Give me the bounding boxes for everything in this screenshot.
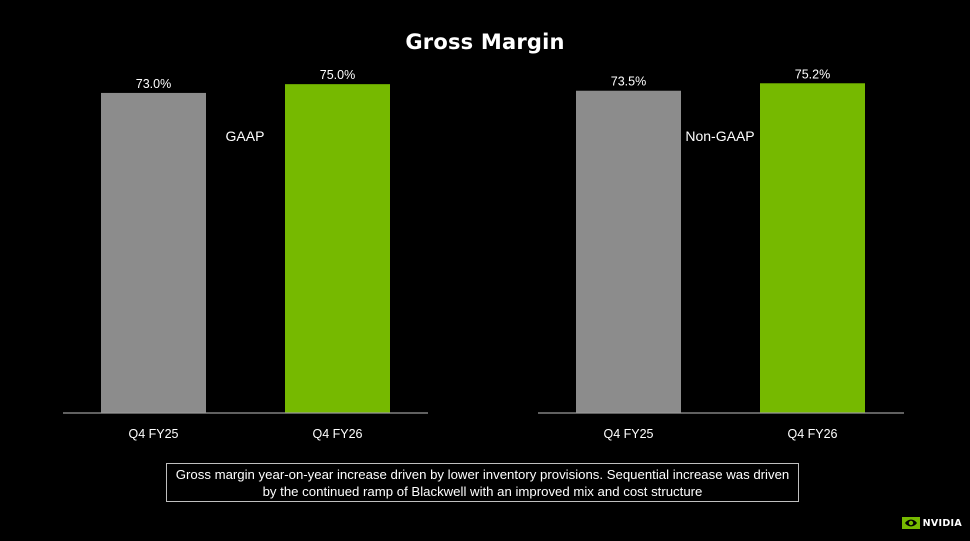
non-gaap-category-label-q4-fy26: Q4 FY26 xyxy=(787,427,837,441)
non-gaap-category-label-q4-fy25: Q4 FY25 xyxy=(603,427,653,441)
gaap-data-label-q4-fy26: 75.0% xyxy=(320,68,355,82)
non-gaap-chart-title: Non-GAAP xyxy=(685,128,754,144)
logo-text: NVIDIA xyxy=(922,517,962,529)
nvidia-logo: NVIDIA xyxy=(901,517,962,529)
gaap-data-label-q4-fy25: 73.0% xyxy=(136,77,171,91)
non-gaap-data-label-q4-fy26: 75.2% xyxy=(795,67,830,81)
commentary-box: Gross margin year-on-year increase drive… xyxy=(166,463,799,502)
gaap-chart-title: GAAP xyxy=(226,128,265,144)
non-gaap-bar-q4-fy26 xyxy=(760,83,865,414)
gaap-category-label-q4-fy25: Q4 FY25 xyxy=(128,427,178,441)
gaap-category-label-q4-fy26: Q4 FY26 xyxy=(312,427,362,441)
nvidia-eye-icon xyxy=(901,517,920,529)
non-gaap-chart: Non-GAAP 73.5% Q4 FY25 75.2% Q4 FY26 xyxy=(538,67,904,441)
gaap-bar-q4-fy25 xyxy=(101,92,206,413)
non-gaap-bar-q4-fy25 xyxy=(576,90,681,413)
page-title: Gross Margin xyxy=(405,30,565,54)
non-gaap-data-label-q4-fy25: 73.5% xyxy=(611,75,646,89)
commentary-text: Gross margin year-on-year increase drive… xyxy=(175,466,790,499)
gaap-bar-q4-fy26 xyxy=(285,84,390,414)
gaap-chart: GAAP 73.0% Q4 FY25 75.0% Q4 FY26 xyxy=(63,68,428,441)
